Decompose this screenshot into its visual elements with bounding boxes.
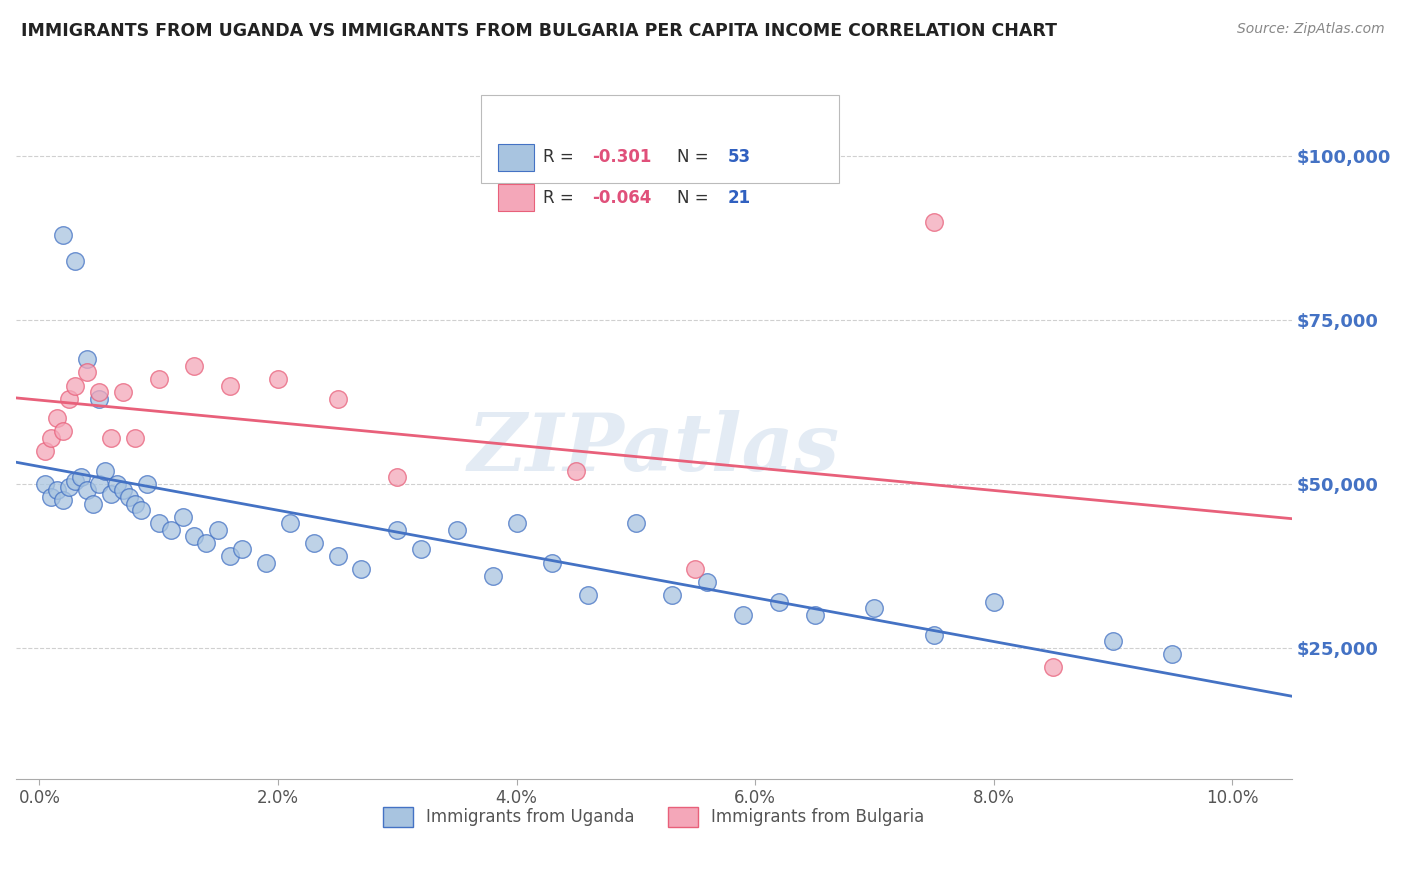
Point [183, 359, 205, 373]
Point [541, 556, 564, 570]
Point [76, 483, 98, 498]
Point [124, 497, 146, 511]
Point [100, 487, 122, 501]
Point [278, 516, 301, 531]
Point [302, 536, 325, 550]
Point [624, 516, 647, 531]
Point [52, 425, 75, 439]
Point [111, 385, 134, 400]
Point [219, 549, 242, 563]
Point [409, 542, 432, 557]
Point [1102, 634, 1125, 648]
Point [983, 595, 1005, 609]
Point [63, 254, 86, 268]
Text: 53: 53 [728, 148, 751, 167]
Text: R =: R = [543, 189, 579, 207]
Point [231, 542, 253, 557]
Point [46, 411, 69, 425]
Point [58, 480, 80, 494]
Text: IMMIGRANTS FROM UGANDA VS IMMIGRANTS FROM BULGARIA PER CAPITA INCOME CORRELATION: IMMIGRANTS FROM UGANDA VS IMMIGRANTS FRO… [21, 22, 1057, 40]
Point [661, 588, 683, 602]
Point [94, 464, 117, 478]
Point [41, 431, 63, 445]
Point [46, 483, 69, 498]
Point [52, 493, 75, 508]
Text: N =: N = [676, 148, 713, 167]
Point [63, 378, 86, 392]
Point [41, 490, 63, 504]
Point [1161, 648, 1184, 662]
Text: Source: ZipAtlas.com: Source: ZipAtlas.com [1237, 22, 1385, 37]
Point [183, 529, 205, 543]
Text: -0.064: -0.064 [592, 189, 652, 207]
Point [34, 476, 56, 491]
FancyBboxPatch shape [498, 185, 534, 211]
Point [219, 378, 242, 392]
Point [768, 595, 790, 609]
Point [172, 509, 194, 524]
Point [159, 523, 181, 537]
Text: R =: R = [543, 148, 579, 167]
Point [267, 372, 290, 386]
Point [254, 556, 277, 570]
Point [82, 497, 104, 511]
Point [481, 568, 503, 582]
Point [111, 483, 134, 498]
Point [124, 431, 146, 445]
Text: N =: N = [676, 189, 713, 207]
Point [803, 607, 825, 622]
FancyBboxPatch shape [498, 145, 534, 170]
Text: ZIPatlas: ZIPatlas [468, 410, 839, 488]
Point [76, 352, 98, 367]
Point [87, 392, 110, 406]
Point [505, 516, 527, 531]
Point [105, 476, 128, 491]
Point [326, 392, 349, 406]
Legend: Immigrants from Uganda, Immigrants from Bulgaria: Immigrants from Uganda, Immigrants from … [377, 800, 931, 834]
Text: 21: 21 [728, 189, 751, 207]
Point [148, 516, 170, 531]
Point [34, 444, 56, 458]
Point [118, 490, 141, 504]
Point [446, 523, 468, 537]
Point [1042, 660, 1064, 674]
Point [685, 562, 707, 576]
Point [387, 523, 409, 537]
Point [63, 474, 86, 488]
Point [87, 385, 110, 400]
Point [696, 575, 718, 590]
Point [135, 476, 157, 491]
Point [58, 392, 80, 406]
Point [207, 523, 229, 537]
Point [350, 562, 373, 576]
Point [922, 628, 945, 642]
Point [52, 227, 75, 242]
Point [576, 588, 599, 602]
Point [863, 601, 886, 615]
Text: -0.301: -0.301 [592, 148, 652, 167]
Point [129, 503, 152, 517]
Point [387, 470, 409, 484]
Point [87, 476, 110, 491]
Point [76, 366, 98, 380]
Point [148, 372, 170, 386]
Point [195, 536, 218, 550]
Point [565, 464, 588, 478]
Point [70, 470, 93, 484]
Point [922, 215, 945, 229]
Point [733, 607, 755, 622]
Point [100, 431, 122, 445]
FancyBboxPatch shape [481, 95, 839, 183]
Point [326, 549, 349, 563]
